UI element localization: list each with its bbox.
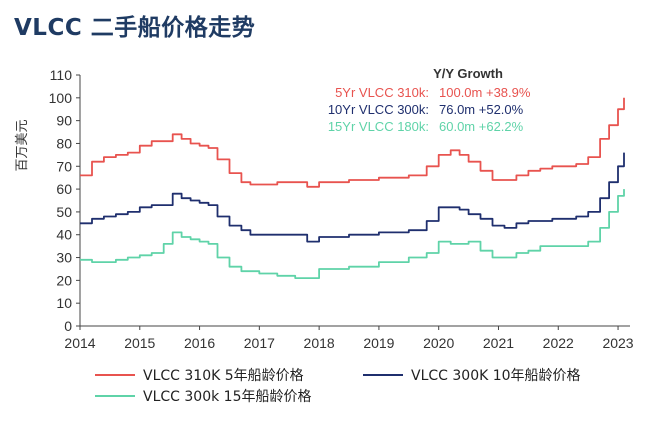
growth-annotation: Y/Y Growth 5Yr VLCC 310k: 100.0m +38.9% 10Y… xyxy=(328,66,531,134)
annotation-label: 10Yr VLCC 300k: xyxy=(328,102,429,117)
x-tick-label: 2015 xyxy=(124,335,155,351)
series-line-0 xyxy=(80,97,625,188)
y-tick-label: 100 xyxy=(49,90,73,106)
y-tick-label: 20 xyxy=(56,272,72,288)
y-tick-label: 50 xyxy=(56,204,72,220)
chart-axes: 0 10 20 30 40 50 60 70 80 90 100 110 2014 2015 2016 201… xyxy=(15,67,634,351)
x-tick-label: 2020 xyxy=(423,335,454,351)
annotation-title: Y/Y Growth xyxy=(433,66,503,81)
chart-title: VLCC 二手船价格走势 xyxy=(14,15,256,41)
y-tick-label: 70 xyxy=(56,158,72,174)
annotation-label: 15Yr VLCC 180k: xyxy=(328,119,429,134)
x-tick-label: 2022 xyxy=(543,335,574,351)
chart-legend: VLCC 310K 5年船龄价格 VLCC 300K 10年船龄价格 VLCC 30… xyxy=(95,368,581,405)
x-tick-label: 2014 xyxy=(64,335,95,351)
y-tick-label: 0 xyxy=(64,318,72,334)
annotation-value: 100.0m +38.9% xyxy=(439,85,531,100)
legend-label-2: VLCC 300k 15年船龄价格 xyxy=(143,389,311,405)
x-tick-label: 2018 xyxy=(304,335,335,351)
x-tick-label: 2019 xyxy=(363,335,394,351)
y-tick-label: 80 xyxy=(56,135,72,151)
series-line-1 xyxy=(80,152,625,243)
y-tick-label: 90 xyxy=(56,113,72,129)
y-tick-label: 60 xyxy=(56,181,72,197)
annotation-value: 60.0m +62.2% xyxy=(439,119,524,134)
legend-label-1: VLCC 300K 10年船龄价格 xyxy=(411,368,581,384)
series-layer xyxy=(80,97,625,279)
y-tick-label: 40 xyxy=(56,227,72,243)
x-tick-label: 2016 xyxy=(184,335,215,351)
x-tick-label: 2023 xyxy=(602,335,633,351)
annotation-value: 76.0m +52.0% xyxy=(439,102,524,117)
annotation-label: 5Yr VLCC 310k: xyxy=(335,85,429,100)
x-tick-label: 2017 xyxy=(244,335,275,351)
x-tick-label: 2021 xyxy=(483,335,514,351)
y-tick-label: 10 xyxy=(56,295,72,311)
series-line-2 xyxy=(80,189,625,279)
y-axis-label: 百万美元 xyxy=(15,119,30,171)
legend-label-0: VLCC 310K 5年船龄价格 xyxy=(143,368,304,384)
y-tick-label: 30 xyxy=(56,250,72,266)
y-tick-label: 110 xyxy=(50,67,73,83)
